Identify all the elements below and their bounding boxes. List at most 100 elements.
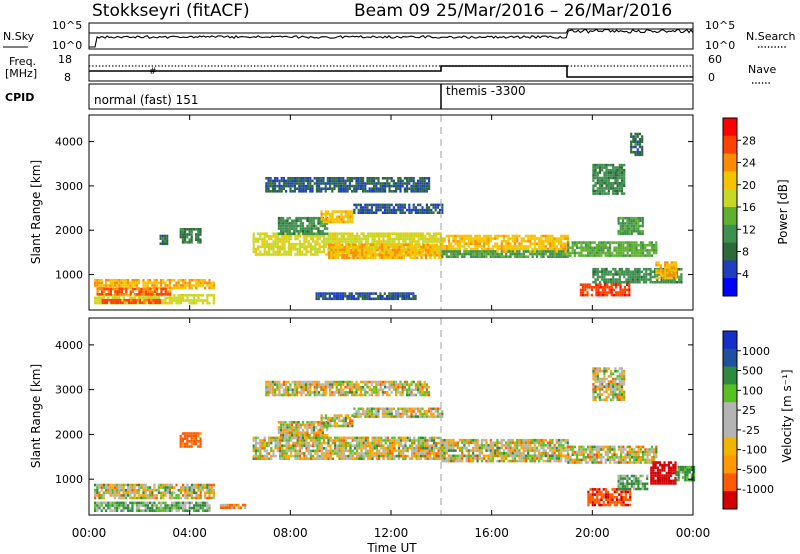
- power-cell: [109, 281, 112, 285]
- velocity-cell: [279, 423, 283, 427]
- power-cell: [476, 250, 479, 253]
- power-cell: [399, 187, 402, 190]
- power-cell: [279, 219, 283, 223]
- station-title: Stokkseyri (fitACF): [92, 1, 250, 21]
- power-cell: [257, 248, 260, 251]
- power-cell: [621, 288, 624, 292]
- power-cell: [672, 263, 676, 267]
- velocity-cell: [212, 494, 215, 497]
- power-cell: [331, 179, 334, 183]
- power-cell: [320, 187, 323, 190]
- power-cell: [527, 239, 530, 243]
- power-cell: [322, 218, 325, 221]
- power-cell: [592, 275, 595, 279]
- power-cell: [317, 229, 320, 233]
- power-cell: [666, 263, 669, 267]
- power-cell: [664, 271, 667, 275]
- power-cell: [116, 293, 119, 296]
- power-cell: [347, 243, 351, 247]
- power-cell: [107, 284, 110, 287]
- power-cell: [309, 248, 312, 251]
- velocity-cell: [109, 488, 112, 492]
- power-cell: [672, 269, 676, 272]
- power-cell: [614, 270, 617, 274]
- velocity-cell: [406, 449, 409, 453]
- velocity-cell: [342, 422, 345, 425]
- power-cell: [434, 208, 437, 212]
- power-cell: [598, 270, 602, 274]
- power-cell: [301, 222, 305, 225]
- power-cell: [564, 234, 567, 238]
- power-cell: [171, 299, 174, 302]
- velocity-cell: [342, 449, 345, 453]
- power-cell: [254, 237, 257, 241]
- power-cell: [391, 256, 395, 260]
- velocity-cell: [208, 488, 211, 492]
- velocity-cell: [127, 506, 130, 510]
- power-cell: [348, 179, 351, 183]
- power-cell: [602, 246, 605, 250]
- power-cell: [367, 246, 370, 249]
- velocity-cell: [358, 444, 361, 447]
- power-cell: [337, 297, 340, 301]
- power-cell: [188, 284, 191, 287]
- power-cell: [483, 245, 486, 248]
- power-cell: [373, 179, 376, 183]
- velocity-cell: [309, 449, 312, 453]
- cpid-panel-frame: [88, 83, 694, 110]
- velocity-cell: [105, 488, 108, 492]
- velocity-cell: [367, 452, 370, 455]
- power-cell: [274, 245, 277, 248]
- power-cell: [496, 234, 499, 238]
- power-cell: [612, 267, 615, 271]
- power-cell: [335, 297, 338, 301]
- velocity-cell: [146, 494, 149, 497]
- power-cell: [549, 239, 552, 243]
- power-cell: [412, 292, 415, 295]
- power-cell: [580, 254, 583, 257]
- power-cell: [511, 250, 514, 253]
- power-cell: [598, 163, 602, 167]
- power-cell: [450, 245, 453, 248]
- power-cell: [604, 286, 607, 289]
- power-cell: [326, 177, 329, 180]
- power-cell: [623, 293, 626, 297]
- power-cell: [411, 237, 414, 241]
- power-cell: [419, 190, 422, 193]
- velocity-cell: [138, 496, 141, 500]
- velocity-cell: [199, 491, 202, 495]
- velocity-cell: [294, 444, 297, 447]
- power-cell: [257, 245, 260, 248]
- power-cell: [369, 243, 373, 247]
- power-cell: [378, 237, 381, 241]
- power-cell: [401, 211, 404, 214]
- power-cell: [197, 294, 200, 297]
- velocity-cell: [336, 439, 339, 442]
- power-cell: [252, 245, 255, 248]
- power-cell: [381, 184, 384, 188]
- velocity-cell: [344, 419, 347, 423]
- velocity-cell: [142, 504, 145, 507]
- velocity-cell: [284, 428, 287, 432]
- power-cell: [619, 288, 622, 292]
- power-cell: [294, 242, 297, 246]
- power-cell: [311, 190, 314, 193]
- power-cell: [450, 242, 453, 246]
- power-range-axis-label: Slant Range [km]: [29, 160, 43, 264]
- power-cell: [680, 280, 683, 284]
- power-cell: [502, 250, 506, 253]
- velocity-cell: [279, 454, 282, 458]
- velocity-cell: [274, 444, 277, 447]
- power-cell: [300, 190, 303, 193]
- power-cell: [628, 224, 631, 228]
- velocity-cell: [124, 504, 127, 507]
- velocity-cell: [299, 434, 302, 437]
- power-cell: [339, 243, 342, 247]
- power-cell: [173, 279, 176, 282]
- power-cell: [290, 227, 294, 230]
- velocity-cell: [295, 431, 298, 434]
- power-cell: [657, 263, 660, 267]
- power-cell: [594, 171, 597, 175]
- power-cell: [474, 234, 477, 238]
- power-cell: [619, 227, 622, 230]
